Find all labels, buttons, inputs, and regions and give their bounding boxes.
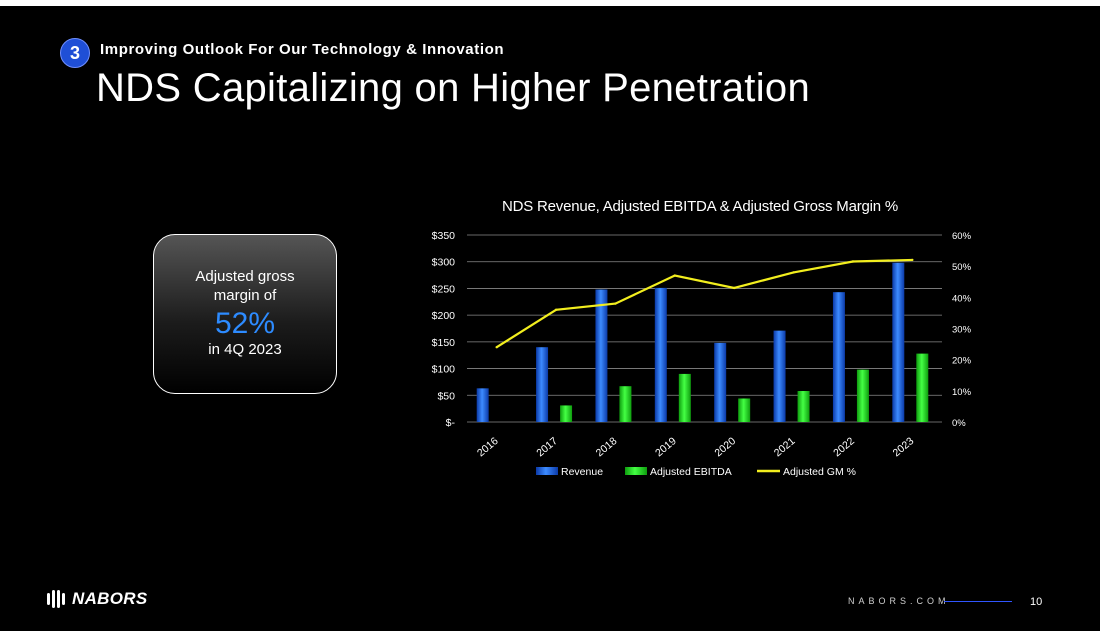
x-tick-label: 2020 xyxy=(713,435,739,459)
revenue-bar xyxy=(595,289,608,422)
gm-percent-point xyxy=(732,286,736,290)
nabors-logo-icon xyxy=(47,590,65,608)
gm-percent-point xyxy=(911,258,914,262)
callout-line-1: Adjusted gross xyxy=(195,268,295,285)
x-tick-label: 2019 xyxy=(653,435,679,459)
x-tick-label: 2018 xyxy=(594,435,620,459)
gm-percent-point xyxy=(614,302,617,305)
revenue-bar xyxy=(714,342,727,422)
revenue-bar xyxy=(773,330,786,422)
section-kicker: Improving Outlook For Our Technology & I… xyxy=(100,41,505,58)
y-left-tick-label: $300 xyxy=(432,257,456,269)
legend-ebitda-label: Adjusted EBITDA xyxy=(650,466,732,478)
gm-percent-point xyxy=(554,308,558,311)
gm-percent-line xyxy=(496,258,913,349)
page-number: 10 xyxy=(1030,596,1043,608)
ebitda-bar xyxy=(797,391,810,422)
gm-percent-point xyxy=(673,274,677,277)
callout-line-3: in 4Q 2023 xyxy=(208,341,282,358)
section-number-badge: 3 xyxy=(60,38,90,68)
callout-line-2: margin of xyxy=(213,287,277,304)
logo-text: NABORS xyxy=(72,589,148,608)
legend-revenue-label: Revenue xyxy=(561,466,603,478)
ebitda-bar xyxy=(738,398,751,422)
slide: 3 Improving Outlook For Our Technology &… xyxy=(0,6,1100,631)
revenue-bar xyxy=(536,347,549,422)
callout-value: 52% xyxy=(214,307,276,340)
gross-margin-callout: Adjusted gross margin of 52% in 4Q 2023 xyxy=(153,234,337,394)
y-right-tick-label: 50% xyxy=(952,262,972,273)
y-right-tick-label: 10% xyxy=(952,387,972,398)
revenue-bar xyxy=(654,287,667,422)
ebitda-bar xyxy=(560,405,573,422)
gm-percent-point xyxy=(792,271,795,274)
y-left-tick-label: $250 xyxy=(432,283,456,295)
chart-title: NDS Revenue, Adjusted EBITDA & Adjusted … xyxy=(501,198,899,215)
ebitda-bar xyxy=(619,386,632,422)
page-title: NDS Capitalizing on Higher Penetration xyxy=(96,66,810,110)
ebitda-bar xyxy=(678,373,691,422)
x-tick-label: 2016 xyxy=(475,435,501,459)
ebitda-bar xyxy=(856,369,869,422)
footer-divider xyxy=(944,601,1012,602)
y-left-tick-label: $350 xyxy=(432,230,456,242)
legend-ebitda-swatch xyxy=(625,467,647,475)
x-tick-label: 2021 xyxy=(772,435,798,459)
ebitda-bar xyxy=(916,353,929,422)
footer-url[interactable]: NABORS.COM xyxy=(848,596,950,606)
revenue-bar xyxy=(832,292,845,422)
nabors-logo: NABORS xyxy=(46,589,147,609)
y-right-tick-label: 30% xyxy=(952,325,972,336)
revenue-bar xyxy=(476,388,489,422)
y-left-tick-label: $150 xyxy=(432,337,456,349)
legend-gm-label: Adjusted GM % xyxy=(783,466,856,478)
legend-revenue-swatch xyxy=(536,467,558,475)
y-right-tick-label: 40% xyxy=(952,293,972,304)
x-tick-label: 2022 xyxy=(831,435,857,459)
y-left-tick-label: $50 xyxy=(437,390,455,402)
x-tick-label: 2023 xyxy=(891,435,917,459)
y-right-tick-label: 60% xyxy=(952,231,972,242)
y-left-tick-label: $200 xyxy=(432,310,456,322)
y-right-tick-label: 20% xyxy=(952,356,972,367)
y-right-tick-label: 0% xyxy=(952,418,966,429)
y-left-tick-label: $100 xyxy=(432,364,456,376)
revenue-bar xyxy=(892,262,905,422)
y-left-tick-label: $- xyxy=(446,417,456,429)
gm-percent-point xyxy=(495,346,498,349)
x-tick-label: 2017 xyxy=(534,435,560,459)
gm-percent-point xyxy=(851,260,855,263)
